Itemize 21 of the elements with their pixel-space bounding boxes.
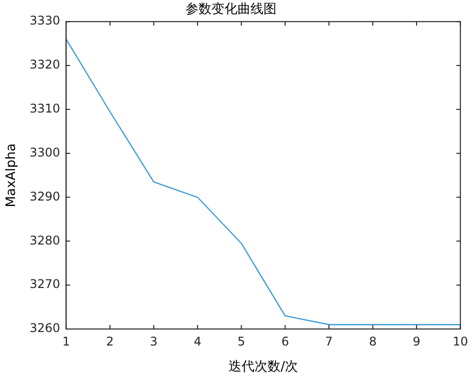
y-tick-label: 3290	[30, 189, 60, 204]
y-tick-label: 3310	[30, 102, 60, 116]
y-tick-label: 3280	[30, 233, 60, 248]
y-axis-title: MaxAlpha	[4, 143, 20, 208]
x-tick-label: 7	[325, 334, 333, 348]
y-tick-label: 3260	[30, 321, 60, 336]
x-tick-label: 4	[194, 334, 202, 348]
y-tick-label: 3330	[30, 14, 60, 28]
x-tick-label: 6	[281, 334, 289, 348]
x-axis-title: 迭代次数/次	[228, 360, 298, 375]
x-tick-label: 3	[150, 334, 158, 348]
x-tick-label: 9	[412, 334, 420, 348]
x-tick-label: 10	[452, 334, 468, 348]
x-tick-label: 5	[238, 334, 246, 348]
x-tick-label: 2	[106, 334, 114, 348]
y-tick-label: 3300	[30, 145, 60, 160]
x-tick-label: 8	[368, 334, 377, 348]
y-tick-label: 3270	[30, 277, 60, 292]
chart-title: 参数变化曲线图	[186, 2, 276, 18]
x-tick-label: 1	[62, 334, 70, 348]
y-tick-label: 3320	[30, 58, 60, 72]
